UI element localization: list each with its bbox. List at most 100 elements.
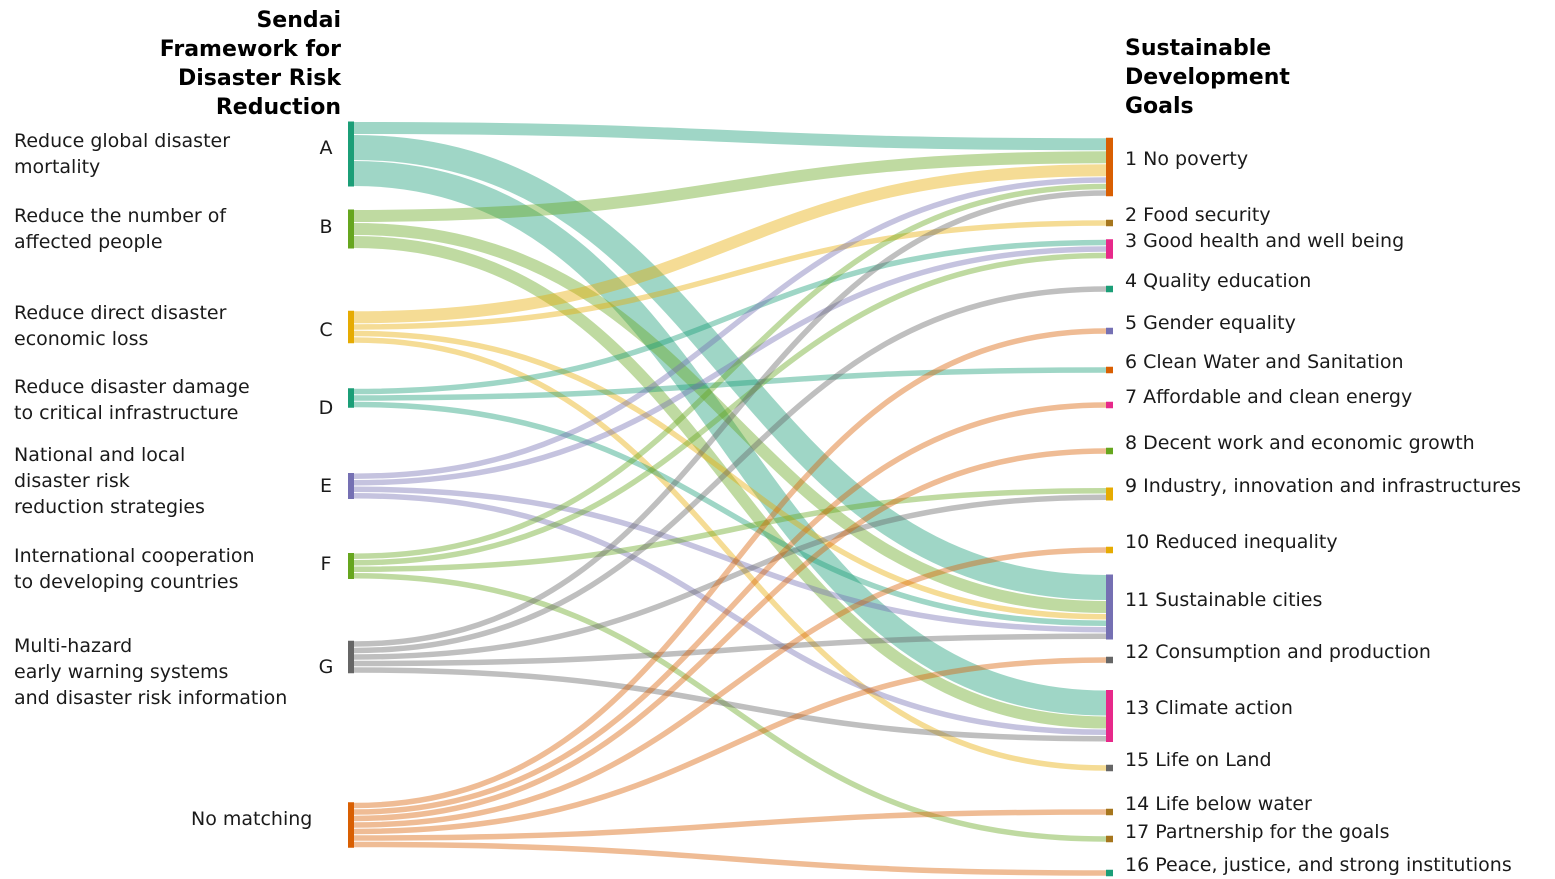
sdg-label: 2 Food security xyxy=(1125,204,1271,226)
left-title-line: Sendai xyxy=(256,8,341,33)
left-node-label: No matching xyxy=(191,808,313,830)
flow-D-to-6 xyxy=(353,367,1107,401)
sdg-node-bar-5 xyxy=(1106,327,1113,335)
flow-G-to-4 xyxy=(353,286,1107,654)
right-title-line: Development xyxy=(1125,65,1290,90)
left-node-bar-B xyxy=(348,209,354,249)
sdg-label: 9 Industry, innovation and infrastructur… xyxy=(1125,475,1522,497)
left-node-letter: F xyxy=(320,553,332,575)
flow-B-to-1 xyxy=(353,151,1107,222)
flow-C-to-11 xyxy=(353,330,1107,620)
flow-NM-to-16 xyxy=(353,841,1107,876)
left-node-description: International cooperation to developing … xyxy=(14,545,255,593)
left-node-bar-D xyxy=(348,388,354,408)
flow-NM-to-7 xyxy=(353,402,1107,815)
flow-NM-to-12 xyxy=(353,657,1107,835)
sdg-node-bar-14 xyxy=(1106,808,1113,816)
right-title-line: Sustainable xyxy=(1125,36,1272,61)
sdg-label: 16 Peace, justice, and strong institutio… xyxy=(1125,854,1512,876)
flow-G-to-13 xyxy=(353,667,1107,742)
sdg-node-bar-17 xyxy=(1106,835,1113,843)
flow-B-to-11 xyxy=(353,223,1107,613)
left-node-letter: B xyxy=(319,216,333,238)
flow-A-to-11 xyxy=(353,135,1107,600)
sdg-node-bar-1 xyxy=(1106,137,1113,197)
left-title-line: Framework for xyxy=(159,37,341,62)
nodes-layer xyxy=(348,121,1113,877)
left-node-description: Multi-hazard early warning systems and d… xyxy=(14,635,288,709)
sdg-node-bar-9 xyxy=(1106,487,1113,501)
left-node-bar-A xyxy=(348,121,354,187)
sdg-node-bar-16 xyxy=(1106,869,1113,877)
left-node-letter: D xyxy=(318,397,334,419)
flow-NM-to-10 xyxy=(353,547,1107,828)
left-node-bar-E xyxy=(348,473,354,499)
left-node-description: Reduce direct disaster economic loss xyxy=(14,302,227,350)
flow-F-to-1 xyxy=(353,183,1107,559)
sdg-node-bar-11 xyxy=(1106,574,1113,640)
left-axis-title: Sendai Framework for Disaster Risk Reduc… xyxy=(0,6,341,122)
left-node-letter: C xyxy=(319,319,333,341)
left-node-description: National and local disaster risk reducti… xyxy=(14,444,205,518)
left-node-letter: A xyxy=(319,137,333,159)
left-title-line: Disaster Risk xyxy=(178,66,341,91)
flow-F-to-3 xyxy=(353,252,1107,566)
left-title-line: Reduction xyxy=(215,95,341,120)
flow-A-to-13 xyxy=(353,161,1107,716)
flow-C-to-1 xyxy=(353,164,1107,324)
flow-E-to-13 xyxy=(353,493,1107,735)
sdg-label: 10 Reduced inequality xyxy=(1125,531,1338,553)
left-node-bar-NM xyxy=(348,802,354,848)
flow-D-to-11 xyxy=(353,401,1107,626)
flow-E-to-3 xyxy=(353,246,1107,486)
sdg-label: 17 Partnership for the goals xyxy=(1125,821,1390,843)
sdg-node-bar-7 xyxy=(1106,401,1113,409)
sdg-label: 15 Life on Land xyxy=(1125,749,1272,771)
sdg-node-bar-15 xyxy=(1106,764,1113,772)
left-node-description: Reduce global disaster mortality xyxy=(14,130,231,178)
left-node-bar-F xyxy=(348,553,354,579)
left-node-description: Reduce disaster damage to critical infra… xyxy=(14,376,250,424)
flow-E-to-1 xyxy=(353,177,1107,479)
flows-layer xyxy=(353,122,1107,876)
sdg-node-bar-2 xyxy=(1106,219,1113,227)
sdg-label: 3 Good health and well being xyxy=(1125,230,1405,252)
right-axis-title: Sustainable Development Goals xyxy=(1125,34,1425,121)
sdg-label: 1 No poverty xyxy=(1125,148,1249,170)
sdg-label: 14 Life below water xyxy=(1125,793,1312,815)
flow-C-to-2 xyxy=(353,220,1107,330)
sdg-node-bar-6 xyxy=(1106,366,1113,374)
sdg-label: 13 Climate action xyxy=(1125,697,1293,719)
flow-NM-to-5 xyxy=(353,328,1107,809)
sdg-node-bar-13 xyxy=(1106,690,1113,742)
flow-D-to-3 xyxy=(353,239,1107,395)
sdg-label: 6 Clean Water and Sanitation xyxy=(1125,351,1404,373)
sdg-label: 4 Quality education xyxy=(1125,270,1312,292)
left-node-letter: G xyxy=(318,656,334,678)
flow-E-to-11 xyxy=(353,486,1107,633)
left-node-bar-C xyxy=(348,310,354,344)
flow-G-to-9 xyxy=(353,494,1107,660)
sdg-label: 11 Sustainable cities xyxy=(1125,589,1323,611)
sdg-label: 12 Consumption and production xyxy=(1125,641,1431,663)
sdg-label: 5 Gender equality xyxy=(1125,312,1296,334)
left-node-bar-G xyxy=(348,640,354,674)
left-node-letter: E xyxy=(319,475,332,497)
sdg-label: 7 Affordable and clean energy xyxy=(1125,386,1413,408)
sdg-node-bar-8 xyxy=(1106,447,1113,455)
flow-F-to-17 xyxy=(353,573,1107,842)
sdg-node-bar-4 xyxy=(1106,285,1113,293)
sdg-node-bar-12 xyxy=(1106,656,1113,664)
flow-A-to-1 xyxy=(353,122,1107,151)
flow-NM-to-14 xyxy=(353,809,1107,841)
sdg-node-bar-10 xyxy=(1106,546,1113,554)
flow-F-to-9 xyxy=(353,488,1107,572)
flow-B-to-13 xyxy=(353,236,1107,729)
sdg-node-bar-3 xyxy=(1106,239,1113,259)
flow-C-to-15 xyxy=(353,337,1107,771)
flow-NM-to-8 xyxy=(353,448,1107,822)
left-node-description: Reduce the number of affected people xyxy=(14,205,227,253)
sdg-label: 8 Decent work and economic growth xyxy=(1125,432,1475,454)
